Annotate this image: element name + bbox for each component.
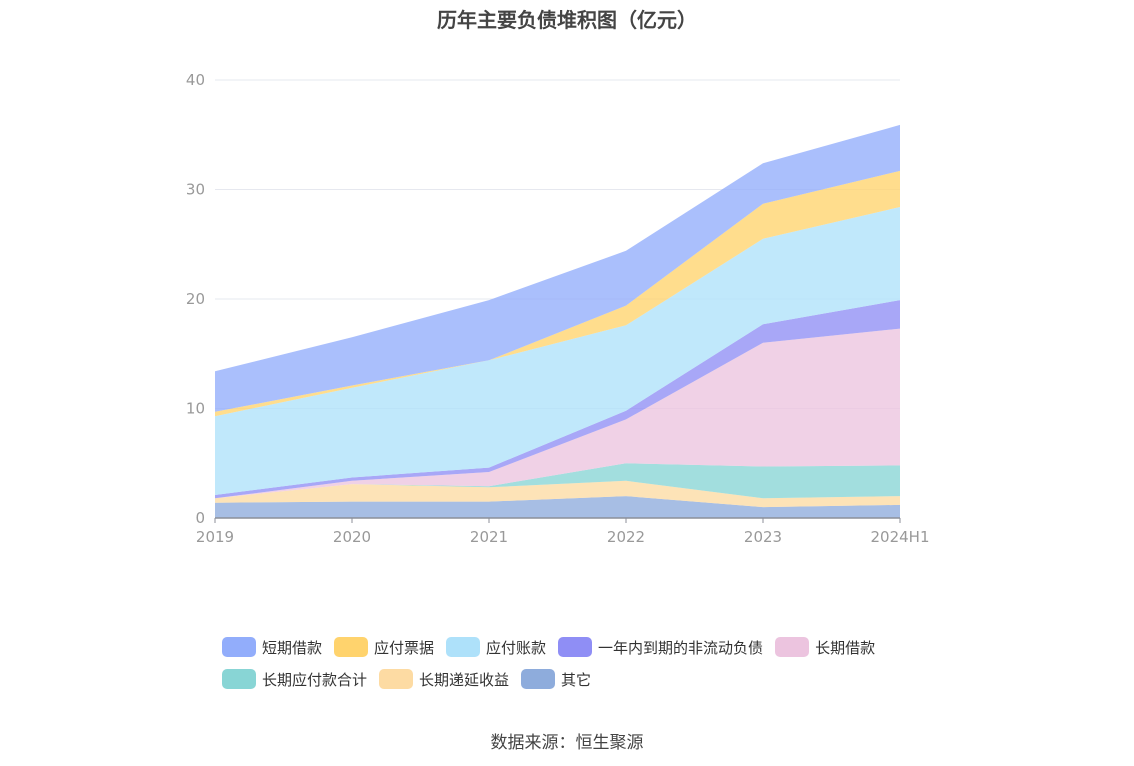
legend-item[interactable]: 短期借款 [222, 637, 322, 658]
source-note: 数据来源：恒生聚源 [490, 733, 644, 753]
legend-item[interactable]: 应付账款 [446, 637, 546, 658]
area-series-5 [215, 207, 900, 495]
area-series-6 [215, 170, 900, 417]
area-series [214, 124, 901, 518]
legend-row: 长期应付款合计 长期递延收益 其它 [222, 663, 942, 695]
legend-item[interactable]: 其它 [521, 669, 591, 690]
legend-swatch [775, 637, 810, 657]
x-tick-label: 2021 [470, 528, 508, 546]
legend-row: 短期借款 应付票据 应付账款 一年内到期的非流动负债 长期借款 [222, 631, 942, 663]
y-tick-label: 30 [186, 181, 205, 199]
x-tick-label: 2022 [607, 528, 645, 546]
legend-label: 一年内到期的非流动负债 [598, 638, 764, 657]
area-series-1 [215, 480, 900, 508]
x-tick-label: 2024H1 [871, 528, 930, 546]
legend-swatch [222, 669, 256, 689]
area-series-3 [215, 328, 900, 499]
legend-label: 其它 [561, 670, 592, 689]
legend-label: 长期借款 [815, 638, 876, 657]
legend-label: 长期应付款合计 [262, 670, 368, 689]
legend-swatch [446, 637, 481, 657]
legend-item[interactable]: 长期应付款合计 [222, 669, 367, 690]
legend-swatch [379, 669, 414, 689]
y-tick-label: 40 [186, 71, 205, 89]
legend-label: 长期递延收益 [419, 670, 510, 689]
legend-swatch [521, 669, 556, 689]
legend-item[interactable]: 长期借款 [775, 637, 875, 658]
chart-title: 历年主要负债堆积图（亿元） [437, 8, 697, 32]
legend-label: 短期借款 [262, 638, 323, 657]
legend-swatch [558, 637, 593, 657]
legend: 短期借款 应付票据 应付账款 一年内到期的非流动负债 长期借款 长期应付款合计 长期递延收… [222, 631, 942, 695]
area-series-4 [215, 300, 900, 499]
legend-item[interactable]: 长期递延收益 [379, 669, 509, 690]
x-tick-label: 2019 [196, 528, 234, 546]
legend-label: 应付账款 [486, 638, 547, 657]
legend-swatch [222, 637, 256, 657]
stacked-area-chart: 0 10 20 30 40 2019 2020 2021 2022 2023 2024H1 [186, 71, 930, 546]
area-series-2 [215, 463, 900, 499]
legend-item[interactable]: 应付票据 [334, 637, 434, 658]
area-series-7 [215, 124, 900, 412]
y-tick-label: 10 [186, 400, 205, 418]
axes: 0 10 20 30 40 2019 2020 2021 2022 2023 2024H1 [186, 71, 930, 546]
y-tick-label: 20 [186, 290, 205, 308]
x-tick-label: 2020 [333, 528, 371, 546]
legend-swatch [334, 637, 369, 657]
y-tick-label: 0 [195, 509, 205, 527]
legend-item[interactable]: 一年内到期的非流动负债 [558, 637, 763, 658]
area-series-0 [215, 496, 900, 518]
legend-label: 应付票据 [374, 638, 435, 657]
x-tick-label: 2023 [744, 528, 782, 546]
